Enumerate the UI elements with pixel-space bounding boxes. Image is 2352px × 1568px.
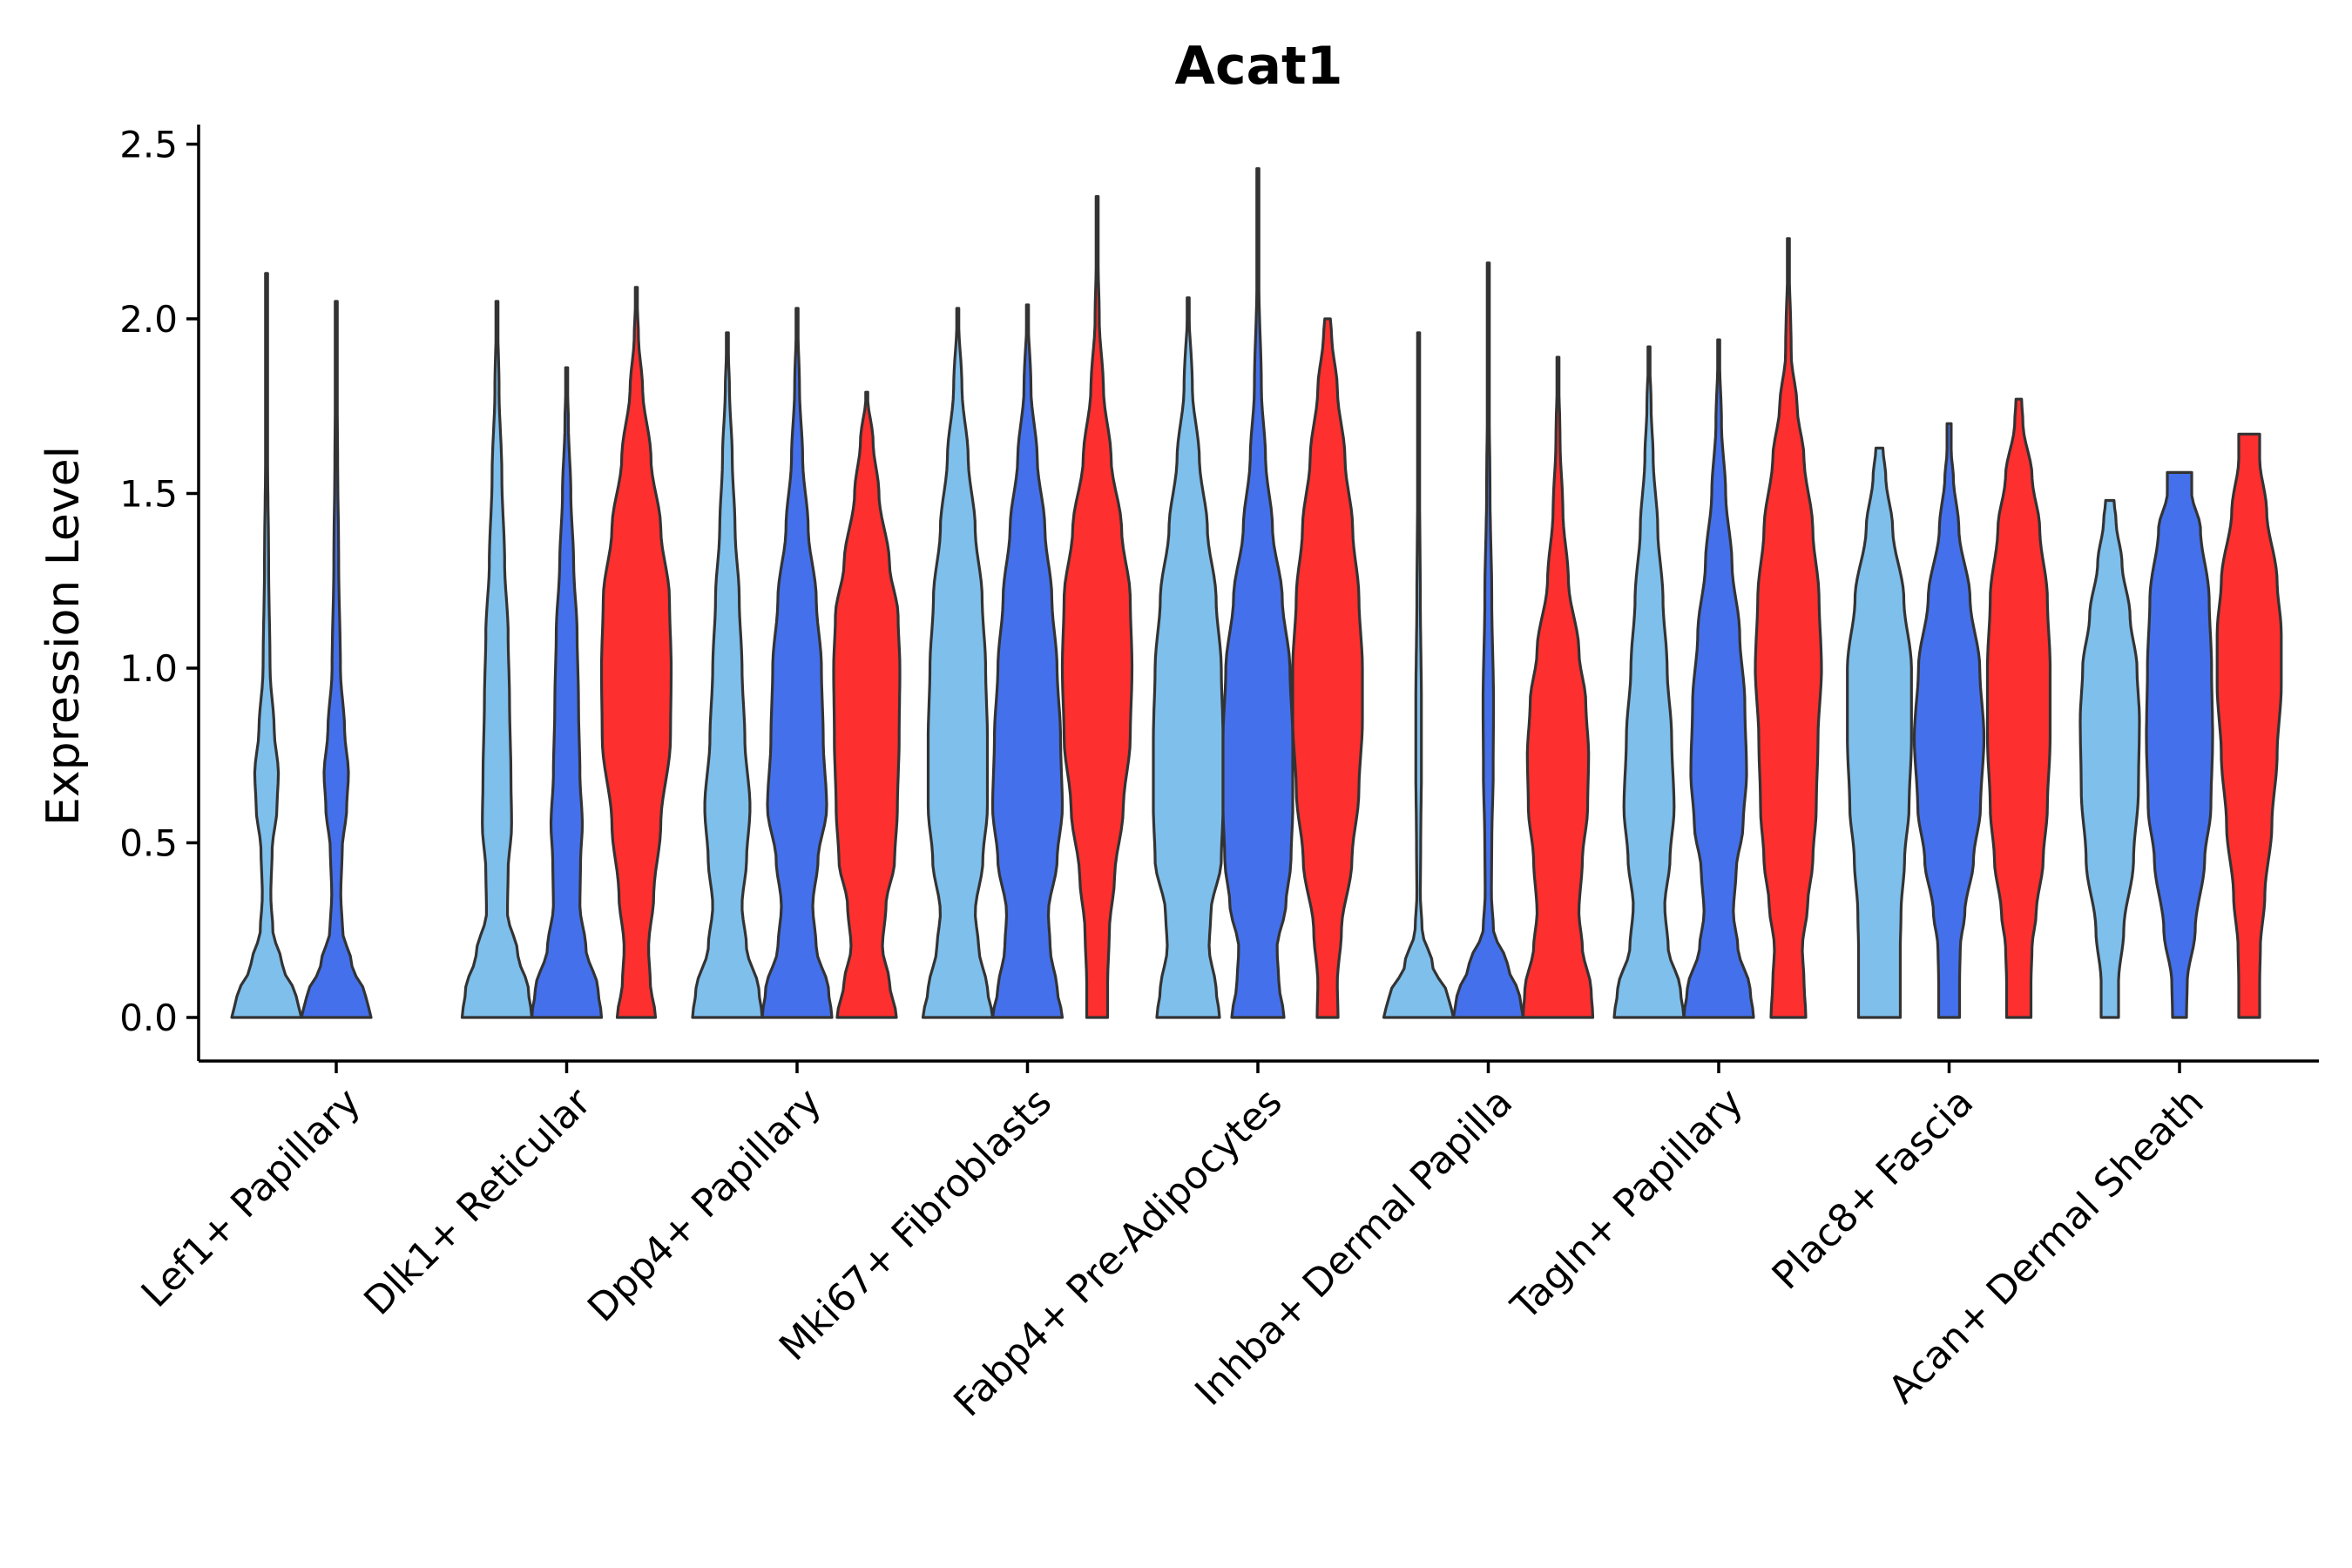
y-tick-label: 1.5 <box>119 473 178 516</box>
y-tick-label: 0.5 <box>119 822 178 865</box>
chart-title: Acat1 <box>1175 36 1343 97</box>
y-tick-label: 1.0 <box>119 647 178 690</box>
violin-fabp4-pre-adipocytes-s1 <box>1221 167 1294 1019</box>
violin-dpp4-papillary-s1 <box>760 307 834 1019</box>
violin-dpp4-papillary-s0 <box>691 331 764 1019</box>
violin-lef1-papillary-s1 <box>300 300 373 1019</box>
y-tick-label: 2.0 <box>119 298 178 341</box>
violin-dlk1-reticular-s2 <box>599 286 673 1019</box>
violin-acan-dermal-sheath-s2 <box>2215 432 2283 1019</box>
violin-dlk1-reticular-s0 <box>460 300 534 1019</box>
violin-acan-dermal-sheath-s1 <box>2145 470 2214 1019</box>
x-tick-label: Dlk1+ Reticular <box>355 1079 600 1324</box>
violin-fabp4-pre-adipocytes-s0 <box>1152 296 1225 1019</box>
x-tick-label: Dpp4+ Papillary <box>579 1080 830 1331</box>
y-tick-label: 0.0 <box>119 997 178 1039</box>
violin-plac8-fascia-s0 <box>1846 446 1913 1019</box>
violin-dlk1-reticular-s1 <box>530 366 604 1019</box>
violin-plac8-fascia-s1 <box>1912 422 1986 1019</box>
violin-fabp4-pre-adipocytes-s2 <box>1291 317 1364 1019</box>
violin-inhba-dermal-papilla-s0 <box>1382 331 1456 1019</box>
violin-acan-dermal-sheath-s0 <box>2078 498 2141 1019</box>
violin-tagln-papillary-s2 <box>1754 237 1823 1019</box>
y-axis-label: Expression Level <box>37 446 90 826</box>
violin-dpp4-papillary-s2 <box>832 390 902 1019</box>
violin-tagln-papillary-s0 <box>1612 345 1686 1019</box>
violin-tagln-papillary-s1 <box>1682 338 1755 1019</box>
violin-mki67-fibroblasts-s1 <box>990 303 1064 1019</box>
x-tick-label: Tagln+ Papillary <box>1503 1080 1752 1329</box>
violin-mki67-fibroblasts-s0 <box>921 307 995 1019</box>
y-tick-label: 2.5 <box>119 124 178 166</box>
violin-mki67-fibroblasts-s2 <box>1060 195 1134 1019</box>
x-tick-label: Plac8+ Fascia <box>1764 1080 1983 1299</box>
violin-inhba-dermal-papilla-s1 <box>1451 261 1525 1019</box>
violin-inhba-dermal-papilla-s2 <box>1521 355 1595 1019</box>
violins <box>230 167 2283 1019</box>
x-tick-label: Lef1+ Papillary <box>133 1080 369 1316</box>
violin-plac8-fascia-s2 <box>1985 397 2052 1019</box>
y-axis-ticks: 0.0 0.5 1.0 1.5 2.0 2.5 <box>119 124 199 1039</box>
violin-lef1-papillary-s0 <box>230 272 303 1019</box>
